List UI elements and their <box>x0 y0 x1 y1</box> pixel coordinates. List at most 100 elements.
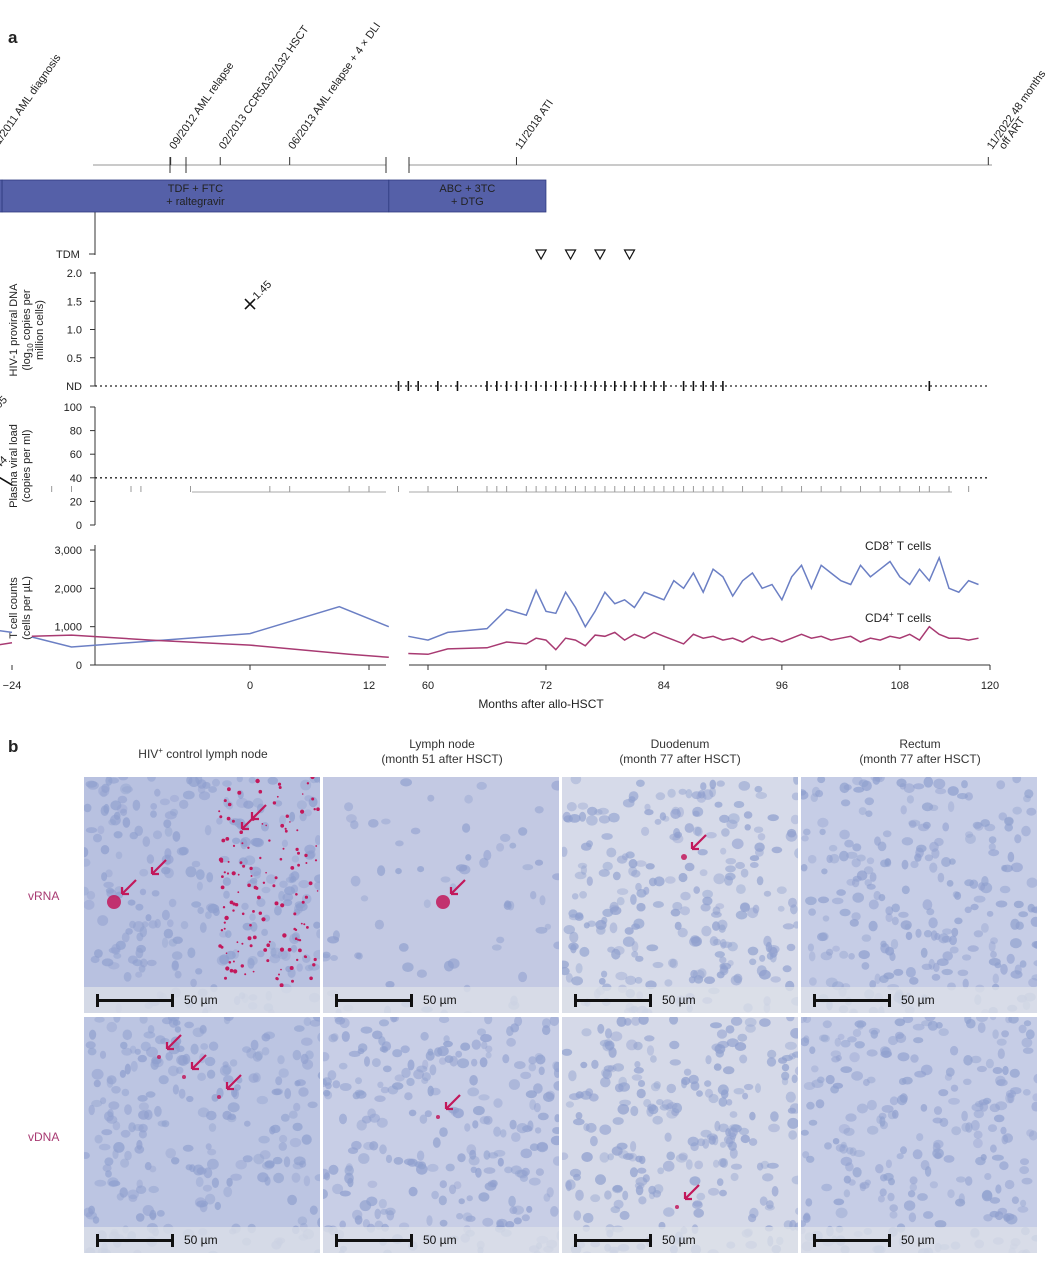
cell-nucleus <box>256 898 266 907</box>
cell-nucleus <box>771 846 783 854</box>
cell-nucleus <box>464 794 473 804</box>
cell-nucleus <box>926 908 935 916</box>
cell-nucleus <box>883 1172 894 1181</box>
cell-nucleus <box>223 1186 233 1198</box>
cell-nucleus <box>284 1088 292 1100</box>
cell-nucleus <box>754 785 763 793</box>
cell-nucleus <box>713 1159 720 1168</box>
cell-nucleus <box>1014 834 1022 844</box>
cell-nucleus <box>991 1154 1004 1161</box>
cell-nucleus <box>762 1173 774 1182</box>
cell-nucleus <box>726 1099 733 1106</box>
cell-nucleus <box>801 789 807 796</box>
cell-nucleus <box>111 943 121 955</box>
cell-nucleus <box>138 1110 150 1120</box>
cell-nucleus <box>121 932 130 943</box>
cell-nucleus <box>174 1026 182 1033</box>
cell-nucleus <box>803 1082 816 1090</box>
cell-nucleus <box>182 790 195 800</box>
cell-nucleus <box>861 962 870 970</box>
cell-nucleus <box>1022 1089 1031 1096</box>
cell-nucleus <box>897 1052 910 1062</box>
cell-nucleus <box>129 831 139 840</box>
cell-nucleus <box>1013 900 1024 909</box>
cell-nucleus <box>476 1028 487 1036</box>
cell-nucleus <box>840 1156 853 1166</box>
cell-nucleus <box>791 792 798 801</box>
vrna-signal-dot <box>237 873 240 876</box>
cell-nucleus <box>230 1173 242 1181</box>
vrna-signal-dot <box>301 793 304 795</box>
cell-nucleus <box>858 807 867 816</box>
cell-nucleus <box>506 1037 516 1047</box>
cell-nucleus <box>136 944 146 953</box>
cell-nucleus <box>101 783 110 793</box>
cell-nucleus <box>113 1142 125 1153</box>
cell-nucleus <box>586 876 593 886</box>
cell-nucleus <box>683 1068 692 1076</box>
cell-nucleus <box>885 946 895 956</box>
cell-nucleus <box>493 1149 506 1157</box>
scale-bar-strip: 50 µm <box>323 1227 559 1253</box>
cell-nucleus <box>924 1017 936 1022</box>
tcell-series-line <box>408 555 979 641</box>
cell-nucleus <box>1010 1087 1022 1095</box>
cell-nucleus <box>981 876 989 887</box>
cell-nucleus <box>727 960 734 967</box>
vrna-signal-dot <box>249 944 253 948</box>
vrna-signal-dot <box>316 807 320 811</box>
cell-nucleus <box>253 871 261 879</box>
cell-nucleus <box>277 950 288 960</box>
cell-nucleus <box>586 840 593 848</box>
cell-nucleus <box>163 819 172 828</box>
cell-nucleus <box>625 975 637 985</box>
cell-nucleus <box>791 1175 798 1185</box>
cell-nucleus <box>618 1082 630 1092</box>
cell-nucleus <box>776 886 787 894</box>
cell-nucleus <box>624 927 634 935</box>
tcell-series-line <box>31 634 389 659</box>
arrow-icon <box>444 1094 461 1111</box>
vl-y-tick-label: 100 <box>64 402 82 414</box>
cell-nucleus <box>307 1101 318 1109</box>
vrna-signal-dot <box>278 973 280 976</box>
cell-nucleus <box>301 1037 313 1046</box>
cell-nucleus <box>653 1184 664 1194</box>
cell-nucleus <box>571 976 583 986</box>
cell-nucleus <box>469 1075 478 1086</box>
cell-nucleus <box>998 812 1008 821</box>
cell-nucleus <box>759 1018 771 1027</box>
cell-nucleus <box>843 784 852 791</box>
cell-nucleus <box>434 1047 443 1057</box>
cell-nucleus <box>970 1120 980 1131</box>
vrna-signal-dot <box>259 856 262 860</box>
cell-nucleus <box>146 959 157 967</box>
cell-nucleus <box>552 873 559 881</box>
cell-nucleus <box>242 922 253 931</box>
cell-nucleus <box>663 1207 675 1217</box>
cell-nucleus <box>879 975 889 983</box>
tcell-x-tick-label: 72 <box>540 680 552 692</box>
cell-nucleus <box>987 1124 998 1132</box>
cell-nucleus <box>671 806 680 815</box>
cell-nucleus <box>150 803 158 810</box>
vrna-signal-dot <box>294 937 298 940</box>
cell-nucleus <box>938 1028 949 1036</box>
cell-nucleus <box>339 1083 352 1091</box>
cell-nucleus <box>721 828 730 837</box>
cell-nucleus <box>768 1123 780 1133</box>
cell-nucleus <box>836 889 846 896</box>
cell-nucleus <box>670 908 681 917</box>
cell-nucleus <box>120 1041 128 1050</box>
cell-nucleus <box>616 897 625 906</box>
cell-nucleus <box>432 1137 441 1148</box>
cell-nucleus <box>843 1127 855 1136</box>
cell-nucleus <box>980 1154 987 1161</box>
cell-nucleus <box>150 810 157 818</box>
cell-nucleus <box>261 886 271 894</box>
cell-nucleus <box>803 828 811 836</box>
cell-nucleus <box>655 792 666 801</box>
cell-nucleus <box>267 777 279 785</box>
vrna-signal-dot <box>223 921 226 924</box>
cell-nucleus <box>631 1074 643 1081</box>
